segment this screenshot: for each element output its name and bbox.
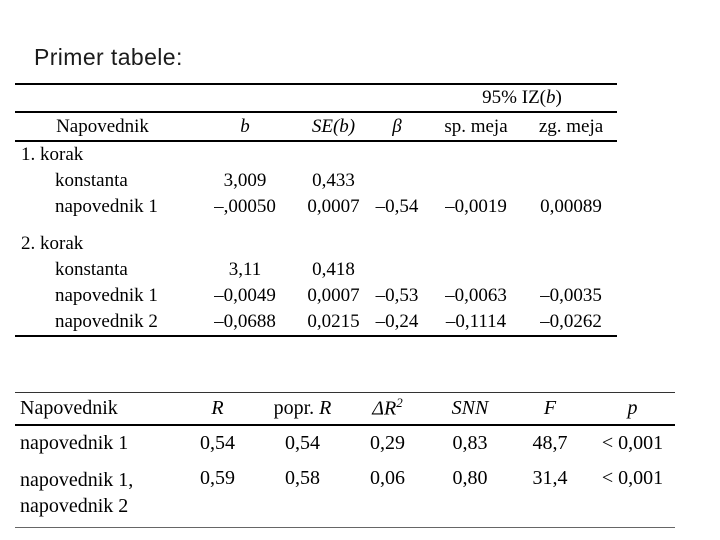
cell [427,257,525,283]
row-label-line2: napovednik 2 [20,495,129,517]
cell: –0,0019 [445,196,507,218]
cell: –0,24 [367,309,427,337]
cell [427,168,525,194]
cell: 0,29 [370,432,405,454]
cell [367,257,427,283]
cell: 0,58 [260,461,345,528]
cell: 0,433 [312,170,355,192]
column-header-f: F [510,392,590,426]
row-label: napovednik 1 [55,196,158,218]
cell: 31,4 [510,461,590,528]
column-header-r: R [175,392,260,426]
cell: 0,0007 [307,196,360,218]
cell: 0,418 [312,259,355,281]
cell: 3,11 [228,259,262,281]
delta-r2-sup: 2 [396,395,403,411]
table-row: napovednik 2 –0,0688 0,0215 –0,24 –0,111… [15,309,618,337]
row-label: napovednik 1 [20,432,129,454]
column-header-snn: SNN [430,392,510,426]
column-header-upper: zg. meja [525,112,618,142]
delta-r2-base: ΔR [372,397,397,420]
cell: 0,83 [452,432,488,454]
ci-header-text: 95% IZ( [482,87,547,109]
cell: –0,0688 [190,309,300,337]
table-row: napovednik 1 –,00050 0,0007 –0,54 –0,001… [15,194,617,220]
column-header-row: Napovednik R popr. R ΔR2 SNN F p [15,392,675,426]
cell: 3,009 [223,170,267,192]
cell: –0,53 [375,285,419,307]
row-label: konstanta [55,170,128,192]
table-row: napovednik 1 0,54 0,54 0,29 0,83 48,7 < … [15,425,675,461]
section-row: 2. korak [15,220,617,257]
page-title: Primer tabele: [34,44,183,70]
adj-r-prefix: popr. [273,397,320,419]
cell [525,168,617,194]
column-header-p: p [590,392,675,426]
cell: < 0,001 [590,461,675,528]
column-header-beta: β [367,112,427,142]
row-label: napovednik 2 [15,309,190,337]
cell: –0,0035 [540,285,602,307]
cell: 0,0215 [300,309,367,337]
ci-header-row: 95% IZ(b) [15,83,618,113]
section-title: 2. korak [21,233,84,255]
section-row: 1. korak [15,141,617,168]
cell: –0,1114 [427,309,525,337]
cell: 0,54 [200,432,235,454]
row-label: konstanta [55,259,128,281]
cell: –0,0262 [525,309,618,337]
cell: 0,54 [285,432,320,454]
cell [367,168,427,194]
ci-header-close: ) [555,87,562,109]
column-header-napovednik: Napovednik [15,392,175,426]
row-label-line1: napovednik 1, [20,469,134,491]
cell: 0,0007 [307,285,360,307]
cell: 0,06 [345,461,430,528]
cell: –0,0049 [214,285,276,307]
row-label: napovednik 1, napovednik 2 [15,461,175,528]
ci-header-var: b [546,87,556,109]
column-header-lower: sp. meja [427,112,525,142]
ci-header: 95% IZ(b) [427,83,618,113]
table-row: napovednik 1 –0,0049 0,0007 –0,53 –0,006… [15,283,617,309]
column-header-se: SE(b) [300,112,367,142]
column-header-delta-r2: ΔR2 [345,392,430,426]
cell: –0,54 [375,196,419,218]
cell: 0,80 [430,461,510,528]
cell: 48,7 [532,432,568,454]
cell: 0,59 [175,461,260,528]
table-row: napovednik 1, napovednik 2 0,59 0,58 0,0… [15,461,675,528]
column-header-napovednik: Napovednik [15,112,190,142]
model-summary-table: Napovednik R popr. R ΔR2 SNN F p napoved… [15,392,675,528]
cell: 0,00089 [540,196,602,218]
column-header-adj-r: popr. R [260,392,345,426]
row-label: napovednik 1 [55,285,158,307]
adj-r-var: R [319,397,332,419]
spacer-cell [15,83,427,113]
cell: –0,0063 [445,285,507,307]
cell: –,00050 [214,196,276,218]
column-header-row: Napovednik b SE(b) β sp. meja zg. meja [15,112,618,142]
table-row: konstanta 3,11 0,418 [15,257,617,283]
cell: < 0,001 [601,432,664,454]
regression-coefficients-table: 95% IZ(b) Napovednik b SE(b) β sp. meja … [15,83,618,337]
section-title: 1. korak [21,144,84,166]
cell [525,257,617,283]
column-header-b: b [190,112,300,142]
table-row: konstanta 3,009 0,433 [15,168,617,194]
